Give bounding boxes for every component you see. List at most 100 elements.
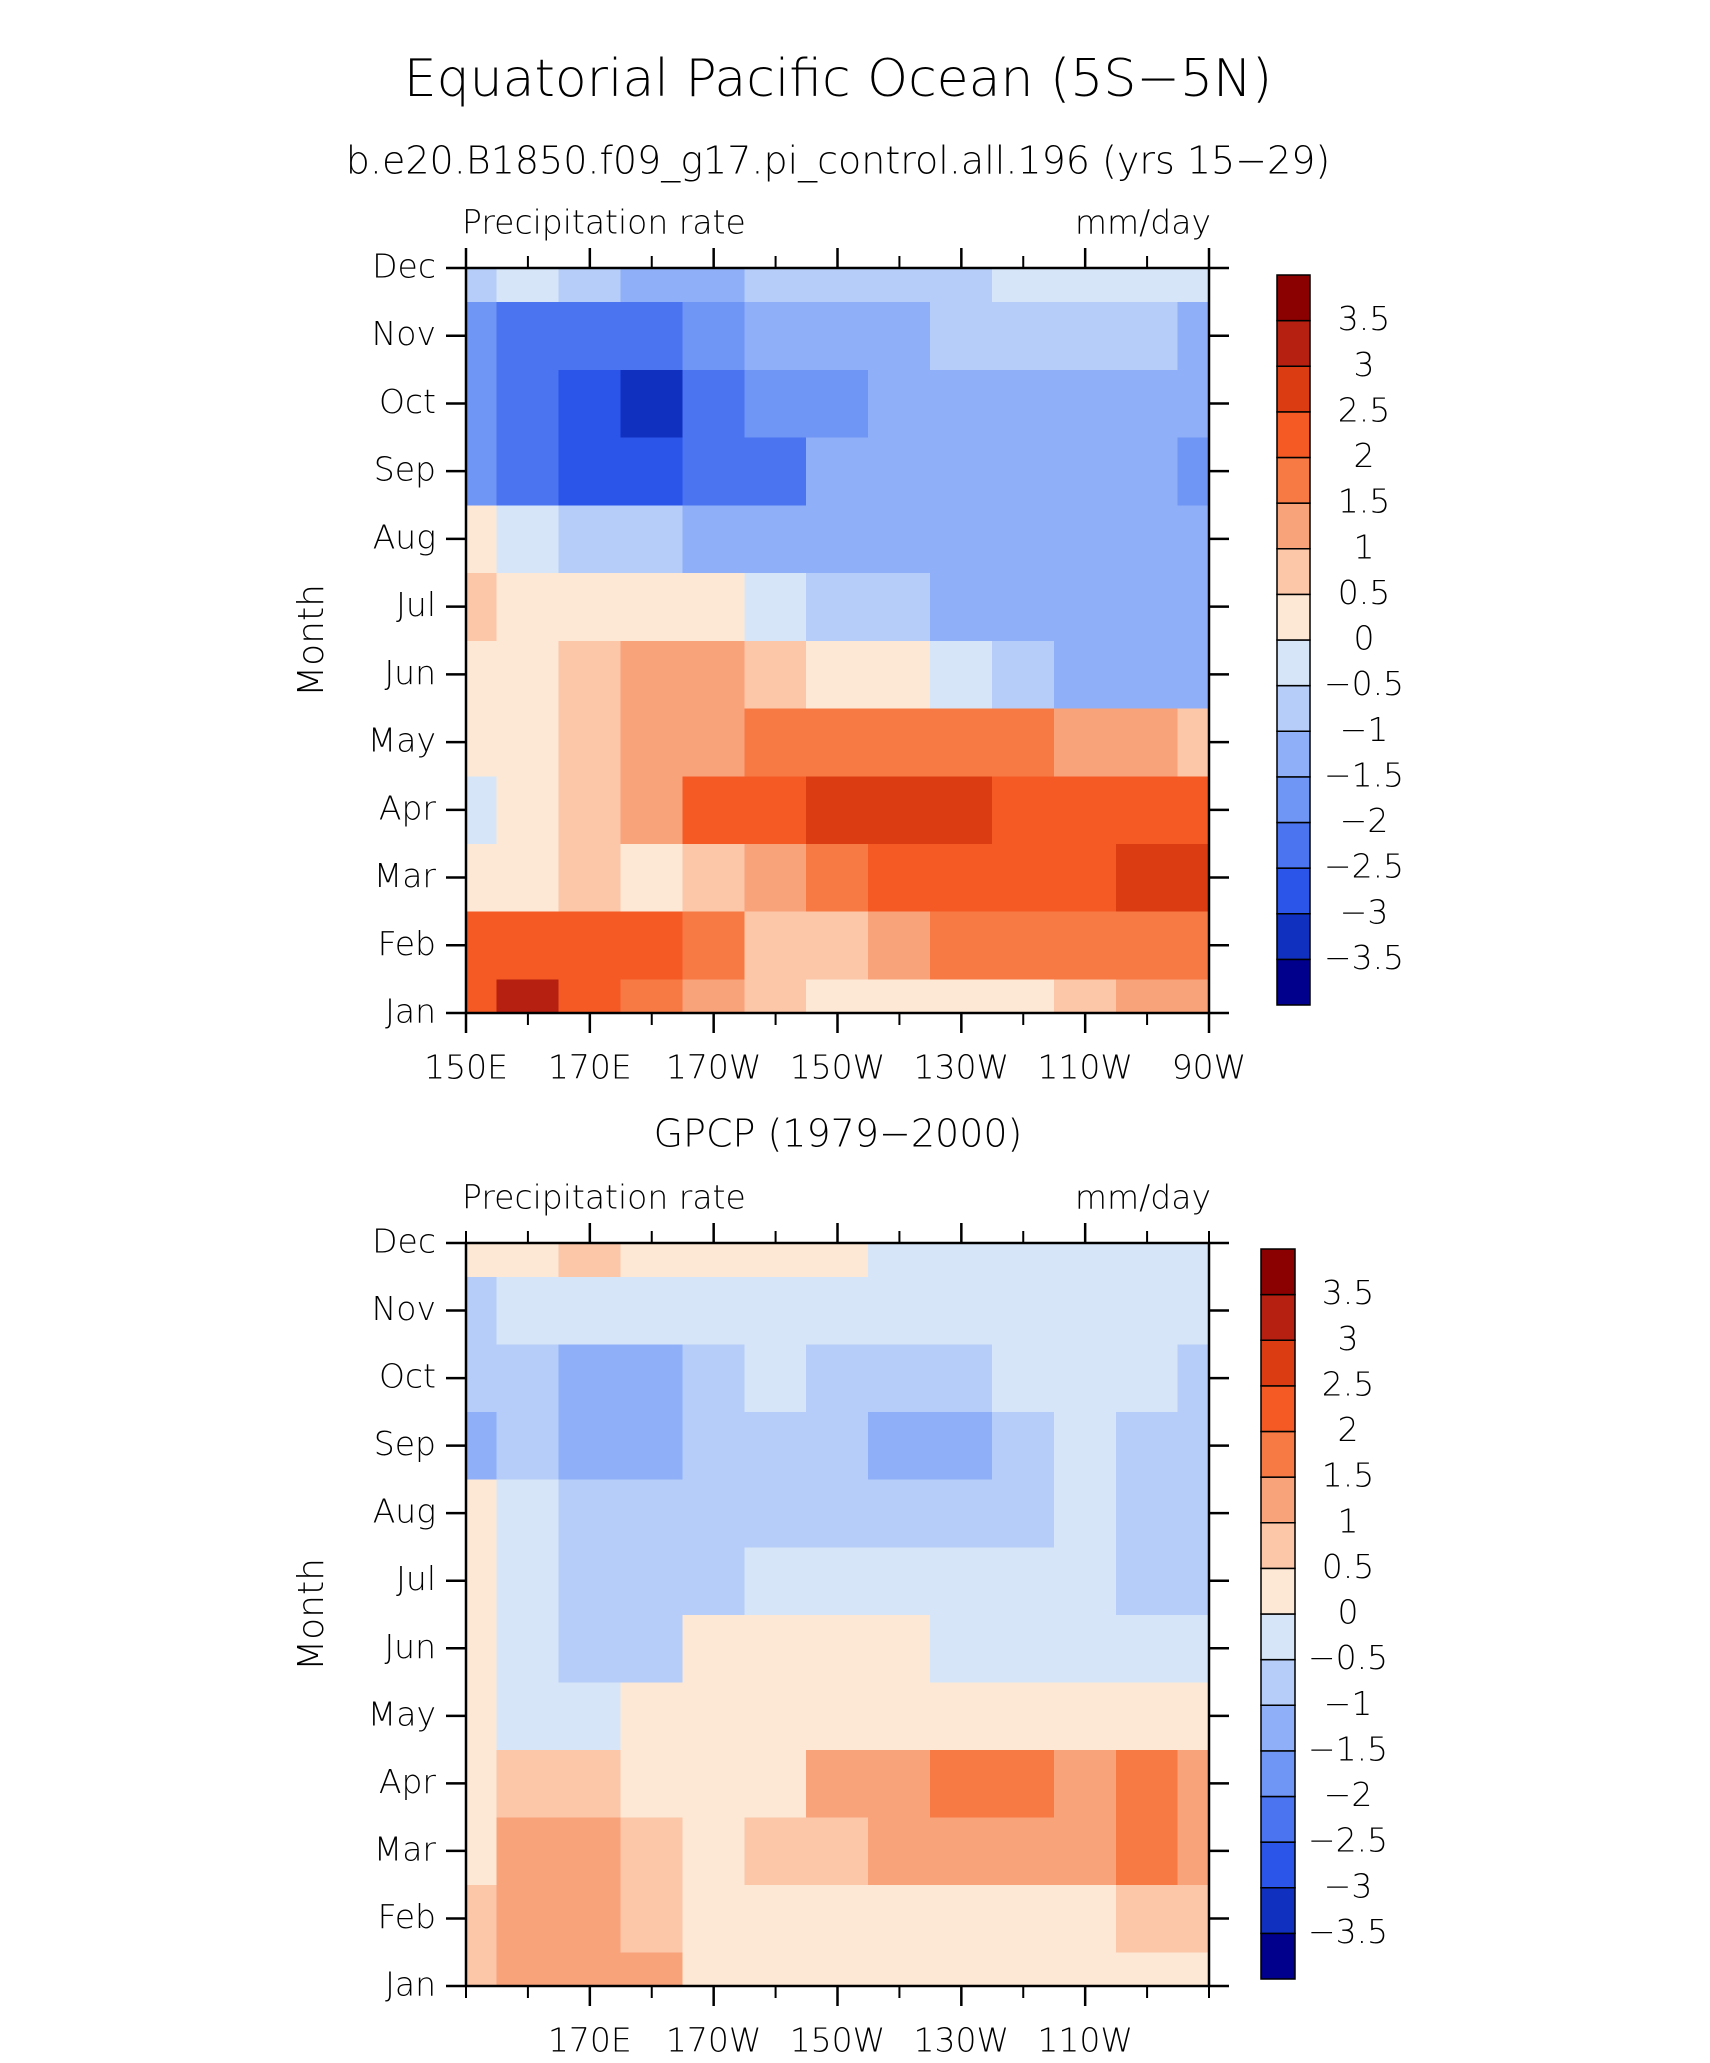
contour-cell — [991, 1344, 1055, 1413]
contour-cell — [1115, 437, 1179, 506]
contour-cell — [558, 572, 622, 641]
contour-cell — [558, 1242, 622, 1278]
contour-cell — [991, 843, 1055, 912]
contour-cell — [620, 1242, 684, 1278]
x-tick-label: 170W — [666, 1048, 762, 1087]
contour-cell — [1053, 1749, 1117, 1818]
contour-cell — [496, 1951, 560, 1987]
colorbar-box — [1276, 776, 1311, 824]
contour-cell — [620, 1951, 684, 1987]
contour-cell — [1177, 301, 1210, 370]
y-tick-label: Jul — [396, 1559, 436, 1598]
contour-cell — [620, 1681, 684, 1750]
contour-cell — [991, 1951, 1055, 1987]
y-axis-label: Month — [291, 584, 332, 697]
colorbar-box — [1276, 593, 1311, 641]
colorbar-label: 2 — [1354, 436, 1375, 475]
contour-cell — [868, 1884, 931, 1953]
contour-cell — [806, 504, 869, 574]
contour-cell — [744, 911, 807, 980]
x-tick-label: 90W — [1172, 1048, 1247, 1087]
contour-cell — [868, 843, 931, 912]
variable-label: Precipitation rate — [462, 1178, 746, 1217]
contour-cell — [496, 640, 560, 709]
contour-cell — [496, 843, 560, 912]
x-tick-label: 170E — [548, 1048, 632, 1087]
contour-cell — [930, 1546, 993, 1615]
contour-cell — [1115, 572, 1179, 641]
units-label: mm/day — [1075, 203, 1211, 242]
colorbar-box — [1276, 548, 1311, 596]
contour-cell — [465, 572, 498, 641]
contour-cell — [1115, 1344, 1179, 1413]
contour-cell — [744, 301, 807, 370]
contour-cell — [558, 1344, 622, 1413]
y-tick-label: Oct — [379, 1357, 436, 1396]
contour-cell — [1177, 640, 1210, 709]
contour-cell — [930, 978, 993, 1014]
contour-cell — [930, 504, 993, 574]
colorbar-label: 3 — [1354, 345, 1375, 384]
contour-cell — [806, 1816, 869, 1885]
contour-cell — [991, 1411, 1055, 1480]
contour-cell — [465, 437, 498, 506]
contour-cell — [465, 707, 498, 777]
figure-title: Equatorial Pacific Ocean (5S−5N) — [404, 49, 1272, 109]
contour-cell — [465, 1816, 498, 1885]
contour-cell — [806, 267, 869, 303]
contour-cell — [991, 267, 1055, 303]
contour-cell — [868, 1681, 931, 1750]
contour-cell — [496, 437, 560, 506]
contour-cell — [682, 1884, 745, 1953]
colorbar-label: −2.5 — [1308, 1821, 1388, 1860]
x-tick-label: 150W — [790, 2021, 886, 2060]
contour-cell — [1053, 911, 1117, 980]
contour-cell — [558, 369, 622, 438]
contour-cell — [744, 504, 807, 574]
contour-cell — [991, 437, 1055, 506]
contour-cell — [1177, 1546, 1210, 1615]
colorbar-box — [1260, 1795, 1296, 1843]
contour-cell — [682, 1276, 745, 1345]
contour-cell — [496, 267, 560, 303]
contour-cell — [558, 1951, 622, 1987]
contour-cell — [930, 640, 993, 709]
y-tick-label: Mar — [374, 856, 437, 895]
contour-cell — [1177, 1479, 1210, 1548]
contour-cell — [868, 1344, 931, 1413]
colorbar-label: 3 — [1338, 1319, 1359, 1358]
contour-cell — [806, 1951, 869, 1987]
contour-cell — [1177, 1614, 1210, 1683]
colorbar-label: 0.5 — [1338, 573, 1390, 612]
contour-cell — [620, 1546, 684, 1615]
colorbar-label: 0 — [1354, 619, 1375, 658]
colorbar-box — [1260, 1385, 1296, 1433]
contour-cell — [496, 1242, 560, 1278]
contour-cell — [991, 1242, 1055, 1278]
contour-cell — [868, 1411, 931, 1480]
contour-cell — [1177, 1344, 1210, 1413]
colorbar-label: −3.5 — [1308, 1912, 1388, 1951]
contour-cell — [558, 267, 622, 303]
contour-cell — [496, 369, 560, 438]
y-tick-label: Jul — [396, 585, 436, 624]
contour-cell — [496, 1276, 560, 1345]
contour-cell — [1115, 1749, 1179, 1818]
contour-cell — [558, 1276, 622, 1345]
contour-cell — [1177, 707, 1210, 777]
contour-cell — [465, 1614, 498, 1683]
contour-cell — [930, 1749, 993, 1818]
contour-cell — [806, 775, 869, 844]
contour-cell — [744, 369, 807, 438]
contour-cell — [868, 707, 931, 777]
contour-cell — [868, 267, 931, 303]
contour-cell — [991, 640, 1055, 709]
contour-cell — [806, 1411, 869, 1480]
contour-cell — [1115, 775, 1179, 844]
contour-cell — [465, 1951, 498, 1987]
contour-cell — [465, 1344, 498, 1413]
contour-cell — [744, 1546, 807, 1615]
colorbar-box — [1276, 730, 1311, 778]
contour-cell — [1053, 369, 1117, 438]
colorbar-label: 1.5 — [1322, 1456, 1374, 1495]
